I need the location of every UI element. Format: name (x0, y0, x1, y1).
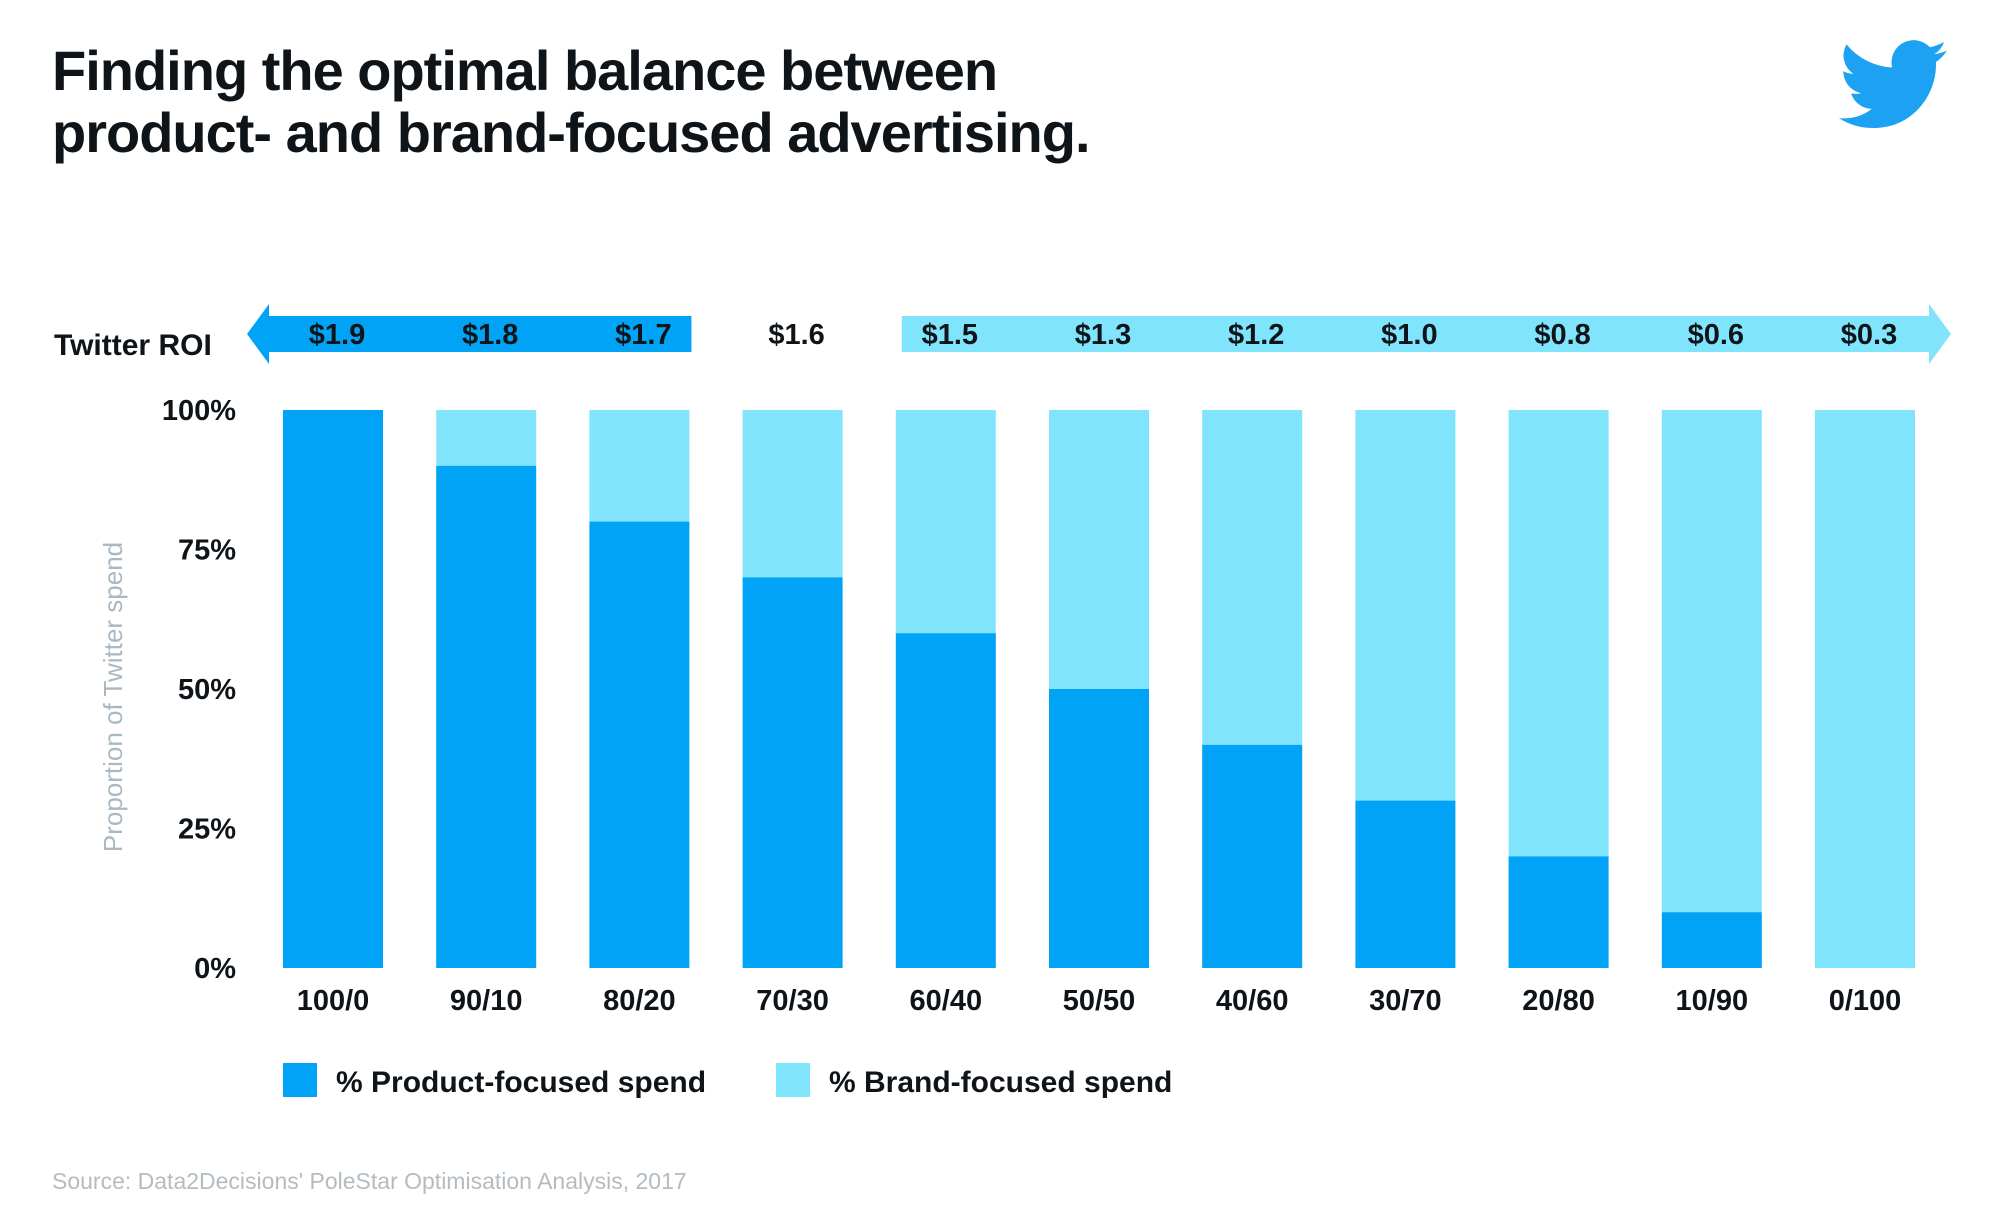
legend-swatch-product (283, 1063, 317, 1097)
x-tick-label: 10/90 (1676, 985, 1749, 1017)
y-tick-label: 0% (194, 953, 236, 985)
product-roi-arrow (247, 304, 692, 364)
bar-brand-80/20 (589, 410, 690, 522)
roi-value: $1.2 (1228, 319, 1284, 351)
x-tick-label: 70/30 (756, 985, 829, 1017)
brand-roi-arrow (901, 304, 1951, 364)
bar-brand-70/30 (742, 410, 843, 578)
bar-product-80/20 (589, 521, 690, 968)
bar-product-60/40 (895, 633, 996, 968)
bar-product-20/80 (1508, 856, 1609, 968)
x-tick-label: 40/60 (1216, 985, 1289, 1017)
bar-brand-50/50 (1049, 410, 1149, 689)
x-axis-categories: 100/0 90/10 80/20 70/30 60/40 50/50 40/60 30/70… (297, 985, 1902, 1017)
chart-title: Finding the optimal balance between prod… (52, 40, 1552, 164)
bar-product-40/60 (1202, 744, 1303, 968)
roi-value: $1.7 (615, 319, 671, 351)
source-note: Source: Data2Decisions' PoleStar Optimis… (52, 1168, 687, 1194)
legend: % Product-focused spend % Brand-focused … (283, 1063, 1172, 1099)
roi-value: $0.3 (1841, 319, 1897, 351)
x-tick-label: 90/10 (450, 985, 523, 1017)
twitter-bird-icon (1839, 40, 1947, 129)
bar-brand-20/80 (1508, 410, 1609, 857)
bar-brand-30/70 (1355, 410, 1456, 801)
twitter-bird-shape (1839, 40, 1947, 129)
roi-value: $1.8 (462, 319, 518, 351)
y-axis-label: Proportion of Twitter spend (98, 542, 128, 852)
y-axis-ticks: 0% 25% 50% 75% 100% (162, 395, 236, 985)
bar-product-90/10 (436, 465, 537, 968)
bar-product-70/30 (742, 577, 843, 968)
y-tick-label: 25% (178, 814, 236, 846)
bar-product-10/90 (1661, 912, 1762, 968)
bar-product-50/50 (1049, 689, 1149, 968)
chart-title-line2: product- and brand-focused advertising. (52, 101, 1091, 164)
bars (283, 410, 1915, 968)
bar-product-30/70 (1355, 800, 1456, 968)
y-tick-label: 100% (162, 395, 236, 427)
roi-value: $0.6 (1688, 319, 1744, 351)
x-tick-label: 80/20 (603, 985, 676, 1017)
roi-value: $0.8 (1534, 319, 1590, 351)
bar-brand-40/60 (1202, 410, 1303, 745)
legend-label-product: % Product-focused spend (336, 1066, 706, 1099)
bar-product-100/0 (283, 410, 383, 968)
chart-title-line1: Finding the optimal balance between (52, 39, 998, 102)
bar-brand-10/90 (1661, 410, 1762, 913)
bar-brand-0/100 (1815, 410, 1915, 968)
roi-value: $1.3 (1075, 319, 1131, 351)
x-tick-label: 60/40 (910, 985, 983, 1017)
bar-brand-60/40 (895, 410, 996, 634)
legend-label-brand: % Brand-focused spend (829, 1066, 1172, 1099)
roi-value: $1.6 (768, 319, 824, 351)
roi-row-label: Twitter ROI (54, 329, 212, 362)
y-tick-label: 75% (178, 535, 236, 567)
roi-value: $1.5 (922, 319, 978, 351)
x-tick-label: 50/50 (1063, 985, 1136, 1017)
x-tick-label: 20/80 (1522, 985, 1595, 1017)
x-tick-label: 0/100 (1829, 985, 1902, 1017)
roi-value: $1.0 (1381, 319, 1437, 351)
roi-value: $1.9 (309, 319, 365, 351)
y-tick-label: 50% (178, 674, 236, 706)
legend-swatch-brand (776, 1063, 810, 1097)
x-tick-label: 30/70 (1369, 985, 1442, 1017)
roi-values: $1.9 $1.8 $1.7 $1.6 $1.5 $1.3 $1.2 $1.0 $0.8 $0.6… (309, 319, 1897, 351)
x-tick-label: 100/0 (297, 985, 370, 1017)
bar-brand-90/10 (436, 410, 537, 466)
